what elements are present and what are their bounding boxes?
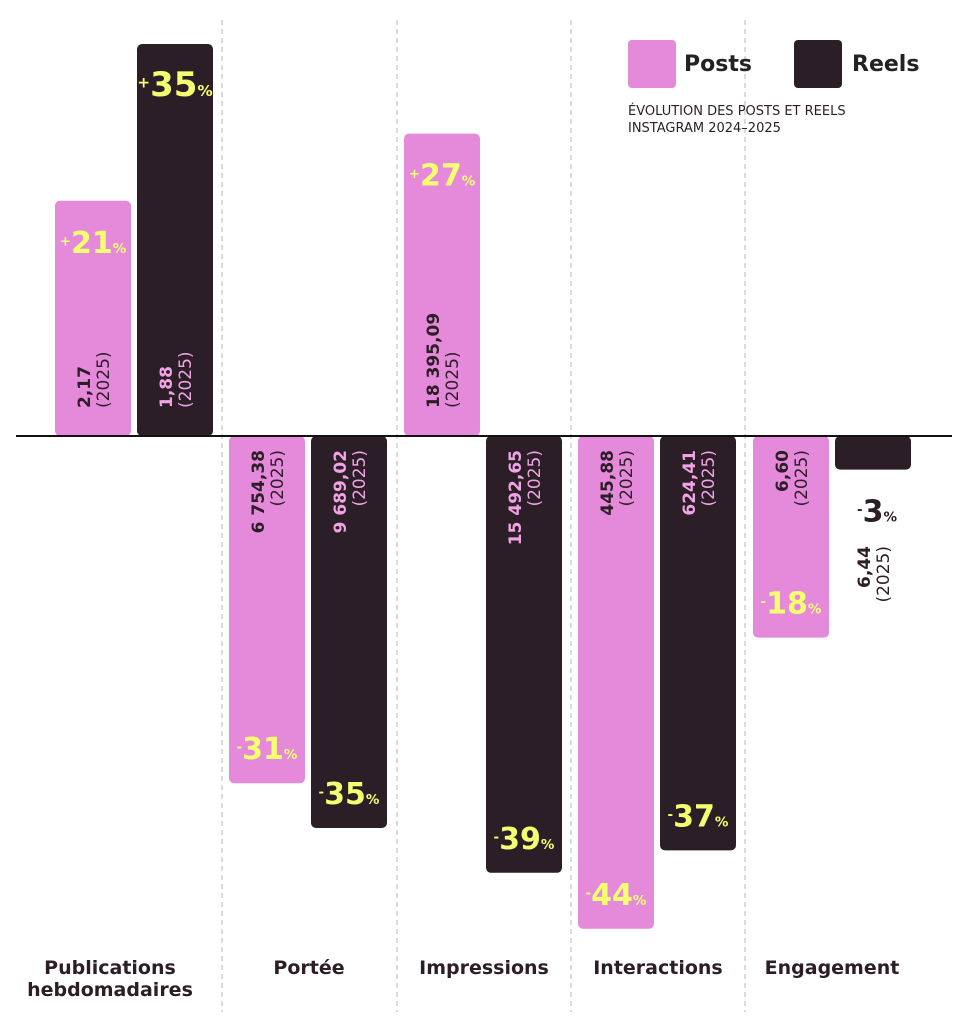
pct-label-posts-1: -31% <box>237 732 298 767</box>
pct-label-posts-3: -44% <box>586 878 647 913</box>
subtitle-line-2: INSTAGRAM 2024–2025 <box>628 121 781 136</box>
pct-label-reels-1: -35% <box>319 777 380 812</box>
bar-posts-1 <box>229 436 305 784</box>
posts-swatch <box>628 40 676 88</box>
svg-text:624,41: 624,41 <box>680 450 700 516</box>
pct-label-posts-0: +21% <box>60 226 127 261</box>
svg-text:(2025): (2025) <box>525 450 545 507</box>
svg-text:6,60: 6,60 <box>773 450 793 492</box>
svg-text:(2025): (2025) <box>268 450 288 507</box>
svg-text:6 754,38: 6 754,38 <box>249 450 269 533</box>
category-label-publications: Publications hebdomadaires <box>27 957 193 1001</box>
bar-reels-0 <box>137 44 213 436</box>
svg-text:6,44: 6,44 <box>855 546 875 588</box>
value-2025-reels-0: 1,88 (2025) <box>157 351 196 408</box>
bar-posts-0 <box>55 200 131 436</box>
svg-text:9 689,02: 9 689,02 <box>331 450 351 533</box>
pct-label-reels-4: -3% <box>857 495 897 530</box>
svg-text:(2025): (2025) <box>874 546 894 603</box>
svg-text:(2025): (2025) <box>699 450 719 507</box>
category-label-engagement: Engagement <box>764 957 900 979</box>
pct-label-reels-0: +35% <box>137 65 212 105</box>
category-label-impressions: Impressions <box>419 957 549 979</box>
value-2025-reels-2: 15 492,65 (2025) <box>506 450 545 545</box>
value-2025-posts-4: 6,60 (2025) <box>773 450 812 507</box>
svg-text:15 492,65: 15 492,65 <box>506 450 526 545</box>
bar-posts-3 <box>578 436 654 929</box>
chart-subtitle: ÉVOLUTION DES POSTS ET REELS INSTAGRAM 2… <box>628 103 888 137</box>
bar-reels-2 <box>486 436 562 873</box>
reels-swatch <box>794 40 842 88</box>
value-2025-posts-0: 2,17 (2025) <box>75 351 114 408</box>
bar-reels-3 <box>660 436 736 851</box>
svg-text:445,88: 445,88 <box>598 450 618 516</box>
subtitle-line-1: ÉVOLUTION DES POSTS ET REELS <box>628 104 846 119</box>
value-2025-reels-4: 6,44 (2025) <box>855 546 894 603</box>
svg-text:(2025): (2025) <box>350 450 370 507</box>
value-2025-posts-3: 445,88 (2025) <box>598 450 637 516</box>
category-label-interactions: Interactions <box>593 957 723 979</box>
svg-text:(2025): (2025) <box>617 450 637 507</box>
svg-text:(2025): (2025) <box>176 351 196 408</box>
legend-label-reels: Reels <box>852 52 920 77</box>
value-2025-posts-2: 18 395,09 (2025) <box>424 313 463 408</box>
value-2025-posts-1: 6 754,38 (2025) <box>249 450 288 533</box>
pct-label-posts-4: -18% <box>761 587 822 622</box>
legend-label-posts: Posts <box>684 52 752 77</box>
svg-text:18 395,09: 18 395,09 <box>424 313 444 408</box>
svg-text:(2025): (2025) <box>443 351 463 408</box>
value-2025-reels-1: 9 689,02 (2025) <box>331 450 370 533</box>
value-2025-reels-3: 624,41 (2025) <box>680 450 719 516</box>
pct-label-reels-2: -39% <box>494 822 555 857</box>
pct-label-reels-3: -37% <box>668 799 729 834</box>
svg-text:1,88: 1,88 <box>157 366 177 408</box>
pct-label-posts-2: +27% <box>409 159 476 194</box>
svg-text:(2025): (2025) <box>792 450 812 507</box>
bar-reels-4 <box>835 436 911 470</box>
svg-text:2,17: 2,17 <box>75 366 95 408</box>
svg-text:(2025): (2025) <box>94 351 114 408</box>
category-label-portee: Portée <box>273 957 345 979</box>
bar-posts-4 <box>753 436 829 638</box>
bar-reels-1 <box>311 436 387 828</box>
bar-posts-2 <box>404 133 480 436</box>
